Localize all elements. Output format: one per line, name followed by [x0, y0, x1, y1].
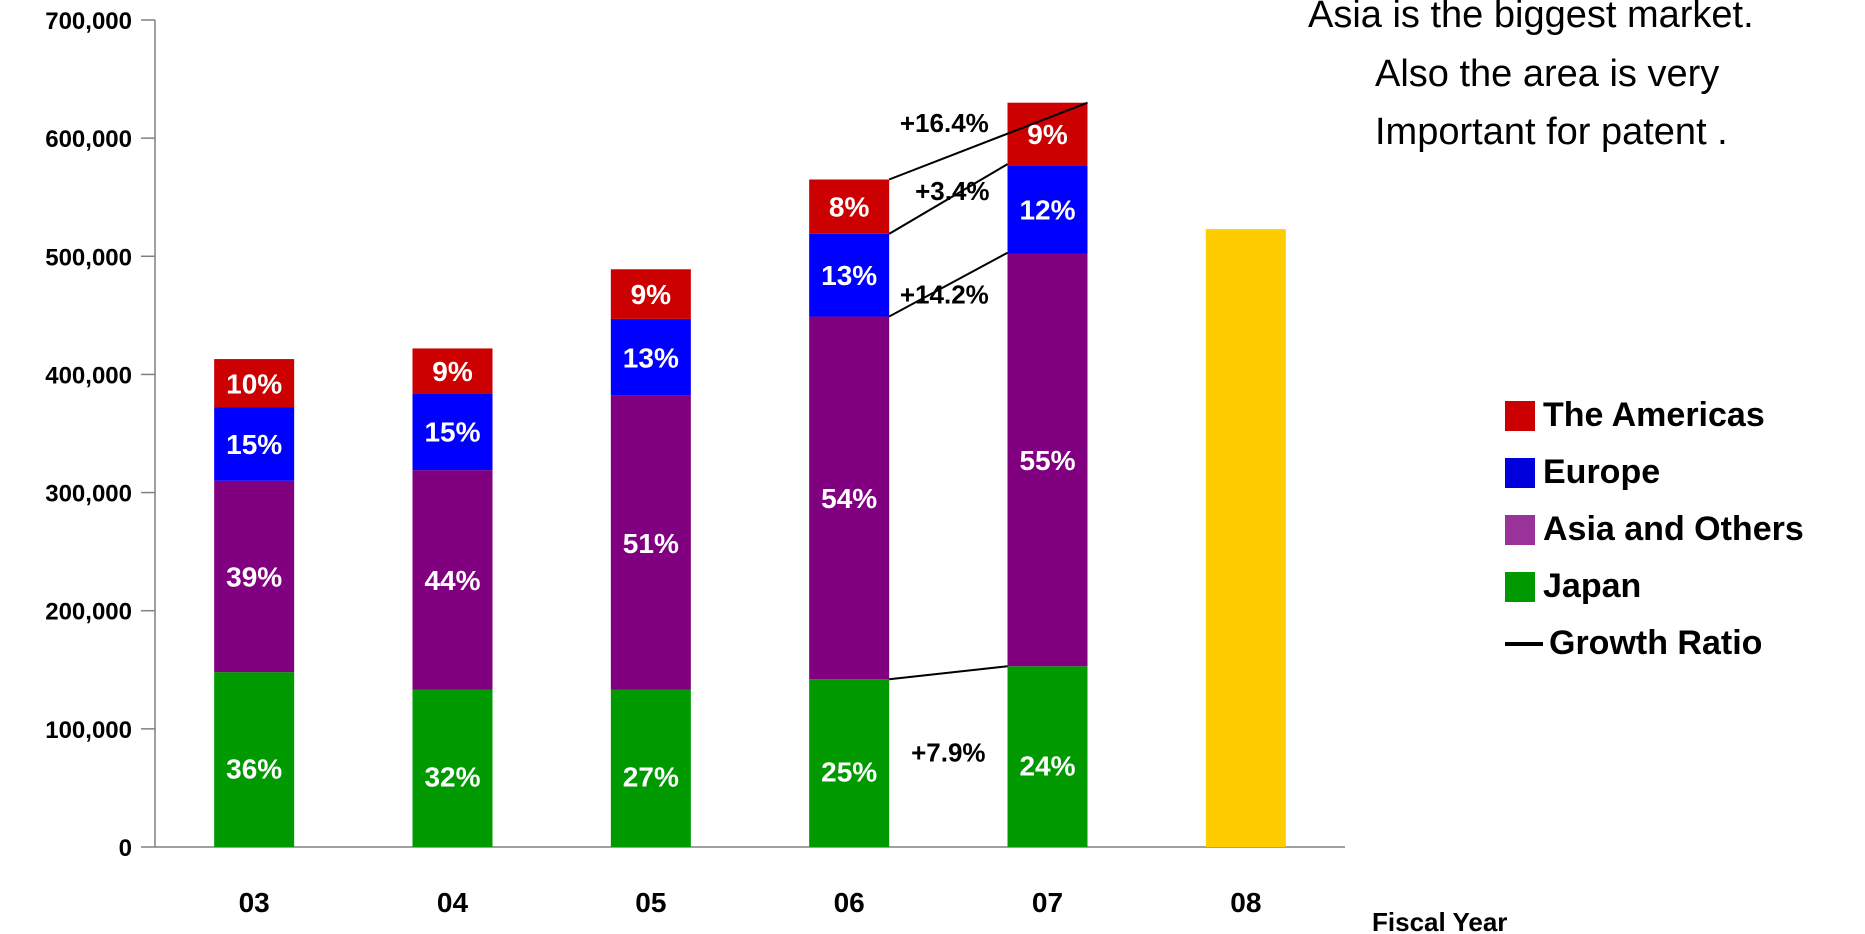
- y-tick-label: 700,000: [45, 8, 132, 35]
- legend-swatch-asia: [1505, 514, 1535, 545]
- forecast-bar: [1205, 229, 1286, 847]
- growth-ratio-label: +16.4%: [900, 108, 989, 138]
- note-line-2: Also the area is very: [1375, 53, 1720, 95]
- bar-segment: [214, 672, 295, 847]
- y-tick-label: 100,000: [45, 717, 132, 744]
- x-tick-label: 04: [437, 887, 469, 918]
- y-tick-label: 400,000: [45, 362, 132, 389]
- bar-data-label: 10%: [226, 368, 282, 399]
- bar-data-label: 39%: [226, 561, 282, 592]
- note-line-3: Important for patent .: [1375, 111, 1728, 153]
- bar-segment: [610, 269, 691, 319]
- legend-swatch-europe: [1505, 457, 1535, 488]
- bar-segment: [214, 480, 295, 673]
- growth-ratio-label: +3.4%: [915, 176, 989, 206]
- bar-segment: [1007, 165, 1088, 254]
- growth-ratio-line: [888, 101, 1088, 181]
- bar-data-label: 9%: [432, 356, 473, 387]
- growth-ratio-line: [888, 163, 1009, 235]
- x-axis-title: Fiscal Year: [1372, 907, 1507, 934]
- y-tick-label: 600,000: [45, 126, 132, 153]
- bar-segment: [1007, 253, 1088, 667]
- growth-ratio-lines: [888, 101, 1088, 681]
- legend-item-europe: Europe: [1505, 444, 1804, 501]
- bar-data-label: 55%: [1019, 445, 1075, 476]
- legend-label-japan: Japan: [1543, 567, 1642, 605]
- bar-data-label: 9%: [631, 279, 672, 310]
- bar-data-label: 32%: [424, 761, 480, 792]
- growth-ratio-label: +14.2%: [900, 280, 989, 310]
- bar-segment: [412, 393, 493, 471]
- note-line-1: Asia is the biggest market.: [1308, 0, 1754, 36]
- bar-data-label: 15%: [226, 429, 282, 460]
- x-tick-label: 03: [239, 887, 270, 918]
- bar-segment: [610, 689, 691, 847]
- y-tick-label: 0: [119, 835, 132, 862]
- bar-data-label: 24%: [1019, 751, 1075, 782]
- bar-segment: [809, 233, 890, 317]
- legend-label-americas: The Americas: [1543, 396, 1765, 434]
- bar-data-label: 27%: [623, 761, 679, 792]
- legend-line-growth-ratio: [1505, 641, 1543, 646]
- legend-item-americas: The Americas: [1505, 387, 1804, 444]
- legend-label-growth-ratio: Growth Ratio: [1549, 624, 1763, 662]
- bar-segment: [412, 470, 493, 690]
- x-tick-label: 06: [834, 887, 865, 918]
- bar-segment: [214, 359, 295, 408]
- bar-segment: [809, 179, 890, 234]
- bar-data-label: 25%: [821, 757, 877, 788]
- bar-data-label: 12%: [1019, 195, 1075, 226]
- bar-segment: [610, 395, 691, 690]
- legend-swatch-japan: [1505, 571, 1535, 602]
- bar-segment: [412, 689, 493, 847]
- bar-segment: [809, 316, 890, 680]
- growth-ratio-label: +7.9%: [911, 738, 985, 768]
- chart-bars: [214, 102, 1286, 847]
- bar-segment: [809, 679, 890, 847]
- x-tick-label: 07: [1032, 887, 1063, 918]
- legend-label-asia: Asia and Others: [1543, 510, 1804, 548]
- chart-axes: 0 100,000 200,000 300,000 400,000 500,000 600,…: [45, 8, 1345, 918]
- bar-segment: [214, 407, 295, 481]
- bar-segment: [1007, 102, 1088, 166]
- y-tick-label: 300,000: [45, 481, 132, 508]
- bar-data-label: 15%: [424, 417, 480, 448]
- x-tick-label: 08: [1230, 887, 1261, 918]
- bar-data-label: 9%: [1027, 119, 1068, 150]
- bar-segment: [412, 348, 493, 394]
- legend-item-growth-ratio: Growth Ratio: [1505, 615, 1804, 672]
- bar-data-label: 36%: [226, 753, 282, 784]
- bar-data-label: 54%: [821, 483, 877, 514]
- y-tick-label: 500,000: [45, 244, 132, 271]
- bar-data-label: 13%: [623, 342, 679, 373]
- bar-data-label: 8%: [829, 192, 870, 223]
- legend-swatch-americas: [1505, 400, 1535, 431]
- bar-segment: [610, 318, 691, 396]
- bar-segment: [1007, 666, 1088, 847]
- chart-labels: 36% 39% 15% 10% 32% 44% 15% 9% 27% 51% 13% 9% 25% 54%…: [226, 108, 1075, 792]
- growth-ratio-line: [888, 251, 1008, 318]
- x-tick-label: 05: [635, 887, 666, 918]
- bar-data-label: 44%: [424, 565, 480, 596]
- legend-label-europe: Europe: [1543, 453, 1661, 491]
- bar-data-label: 51%: [623, 528, 679, 559]
- legend-item-asia: Asia and Others: [1505, 501, 1804, 558]
- y-tick-label: 200,000: [45, 599, 132, 626]
- bar-data-label: 13%: [821, 260, 877, 291]
- legend-item-japan: Japan: [1505, 558, 1804, 615]
- legend: The Americas Europe Asia and Others Japa…: [1505, 387, 1804, 672]
- growth-ratio-line: [889, 665, 1008, 681]
